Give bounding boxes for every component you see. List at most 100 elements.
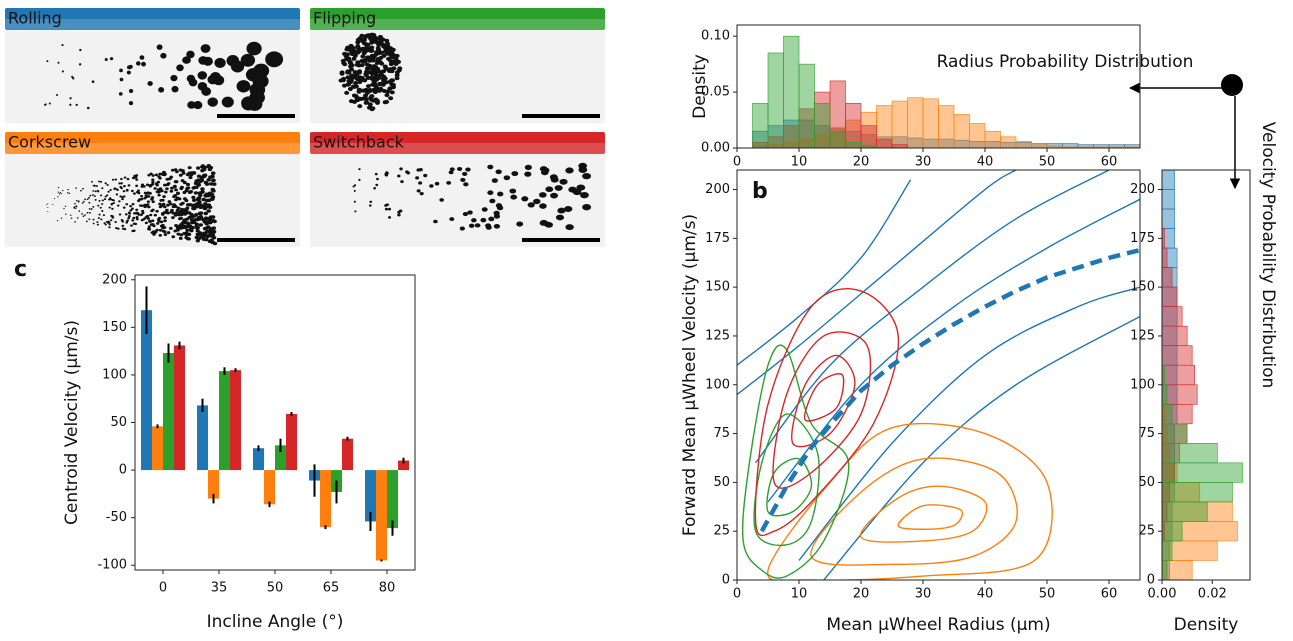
particle: [165, 208, 169, 212]
particle: [151, 208, 155, 212]
x-tick-label: 50: [267, 581, 284, 596]
particle: [78, 63, 82, 66]
particle: [97, 180, 101, 183]
particle: [156, 190, 161, 194]
y-tick-label: 25: [713, 524, 730, 539]
particle: [146, 192, 150, 195]
particle: [582, 172, 592, 180]
particle: [143, 205, 147, 209]
bar: [253, 448, 264, 471]
x-tick-label: 0: [159, 581, 167, 596]
axes-frame: [1161, 169, 1251, 581]
particle: [145, 183, 150, 187]
axes-frame: [736, 169, 1141, 581]
particle: [387, 207, 392, 211]
x-tick-label: 40: [977, 587, 994, 602]
particle: [203, 202, 208, 206]
particle: [159, 198, 163, 202]
particle: [369, 65, 375, 70]
hist-bar: [767, 52, 784, 149]
particle: [163, 205, 167, 209]
particle: [151, 178, 155, 181]
particle: [387, 79, 393, 84]
particle: [154, 173, 159, 177]
particle: [161, 223, 165, 227]
particle: [168, 226, 173, 230]
particle: [178, 236, 183, 240]
particle: [188, 189, 194, 194]
particle: [88, 201, 91, 204]
particle: [180, 201, 185, 205]
particle: [131, 229, 135, 233]
particle: [460, 177, 466, 182]
particle: [151, 180, 155, 184]
particle: [101, 187, 104, 190]
particle: [199, 175, 204, 180]
particle: [92, 222, 95, 225]
particle: [182, 231, 187, 235]
particle: [351, 93, 357, 98]
particle: [418, 181, 423, 185]
y-tick-label: 125: [705, 328, 730, 343]
x-tick-label: 65: [323, 581, 340, 596]
particle: [185, 228, 190, 232]
particle: [369, 76, 375, 81]
particle: [131, 207, 134, 210]
particle: [146, 200, 150, 203]
axes-frame: [736, 24, 1141, 149]
particle: [101, 199, 104, 202]
particle: [166, 182, 171, 185]
particle: [174, 180, 179, 184]
particle: [203, 216, 209, 220]
particle: [160, 189, 164, 193]
bar: [387, 470, 398, 529]
particle: [135, 178, 139, 181]
contour-line: [737, 170, 1017, 396]
particle: [368, 204, 372, 207]
particle: [538, 192, 547, 198]
particle: [194, 222, 199, 226]
particle: [144, 216, 148, 219]
particle: [104, 195, 107, 198]
x-tick-label: 0.02: [1198, 587, 1227, 602]
particle: [491, 178, 498, 183]
y-tick-label: 200: [102, 272, 127, 287]
particle: [449, 217, 455, 222]
particle: [265, 51, 284, 68]
particle: [78, 210, 81, 212]
particle: [94, 199, 97, 201]
particle: [198, 56, 208, 65]
particle: [148, 219, 152, 223]
x-tick-label: 10: [791, 587, 808, 602]
particle: [131, 202, 135, 206]
particle: [61, 44, 64, 47]
particle: [418, 168, 423, 172]
particle: [112, 201, 116, 205]
particle: [253, 63, 270, 78]
particle: [160, 52, 167, 59]
particle: [148, 192, 152, 195]
particle: [200, 164, 206, 168]
particle: [474, 223, 481, 228]
particle: [151, 200, 155, 204]
hist-bar: [1161, 540, 1173, 561]
particle: [65, 213, 67, 215]
particle: [382, 100, 388, 105]
particle: [207, 233, 213, 237]
x-tick-label: 80: [379, 581, 396, 596]
x-axis-label: Incline Angle (°): [207, 612, 344, 632]
particle: [84, 198, 86, 201]
particle: [374, 172, 378, 176]
particle: [356, 87, 362, 92]
particle: [348, 48, 354, 53]
hist-bar: [891, 100, 908, 149]
particle: [155, 209, 159, 213]
particle: [393, 57, 399, 62]
particle: [364, 62, 370, 67]
particle: [187, 101, 196, 109]
particle: [397, 66, 403, 71]
bar: [286, 413, 297, 471]
bar: [398, 460, 409, 471]
particle: [187, 171, 192, 175]
particle: [104, 182, 107, 185]
